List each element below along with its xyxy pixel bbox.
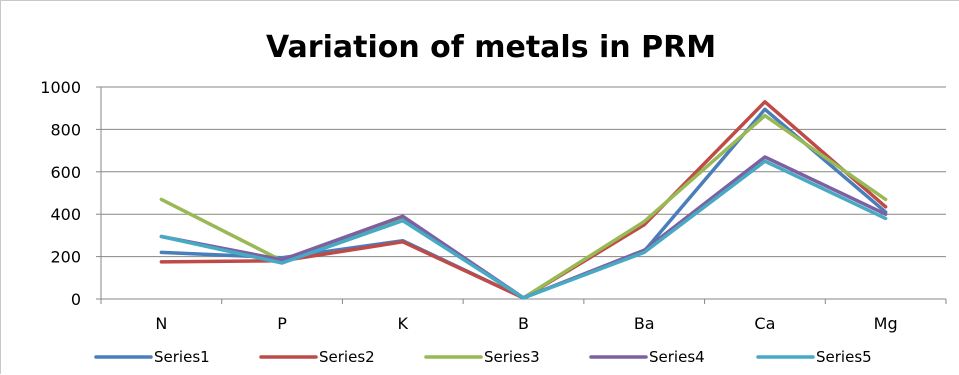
data-point [280,258,284,262]
y-tick-label: 0 [71,290,81,309]
chart-title: Variation of metals in PRM [266,30,716,65]
series-line-4 [159,155,888,300]
series-line-1 [159,107,888,300]
x-tick-label: Ba [634,314,655,333]
series-line-5 [159,159,888,300]
data-point [884,197,888,201]
series-line-2 [159,100,888,300]
data-point [159,260,163,264]
legend-label: Series3 [484,348,540,366]
data-point [763,155,767,159]
legend: Series1 Series2 Series3 Series4 Series5 [94,348,872,366]
y-tick-label: 600 [50,163,81,182]
data-point [522,296,525,300]
x-tick-label: Mg [874,314,898,333]
x-tick-label: Ca [754,314,775,333]
legend-label: Series2 [319,348,375,366]
legend-label: Series4 [649,348,705,366]
data-point [763,100,767,104]
series-line-3 [159,113,888,300]
data-point [159,234,163,238]
y-tick-label: 200 [50,248,81,267]
data-point [763,107,767,111]
x-tick-label: N [155,314,167,333]
series-lines [159,100,888,300]
data-point [763,159,767,163]
y-tick-label: 400 [50,205,81,224]
x-tick-label: B [518,314,529,333]
data-point [401,214,405,218]
x-axis-tick-labels: N P K B Ba Ca Mg [155,314,897,333]
legend-label: Series1 [154,348,210,366]
legend-label: Series5 [816,348,872,366]
data-point [280,261,284,265]
data-point [159,197,163,201]
data-point [763,114,767,118]
x-tick-label: K [398,314,409,333]
data-point [642,220,646,224]
data-point [642,250,646,254]
axes [96,86,947,304]
data-point [884,205,888,209]
y-axis-tick-labels: 0 200 400 600 800 1000 [40,78,81,309]
data-point [159,250,163,254]
gridlines [101,86,946,258]
data-point [401,240,405,244]
y-tick-label: 1000 [40,78,81,97]
data-point [401,219,405,223]
y-tick-label: 800 [50,120,81,139]
data-point [884,216,888,220]
data-point [884,212,888,216]
x-tick-label: P [277,314,287,333]
